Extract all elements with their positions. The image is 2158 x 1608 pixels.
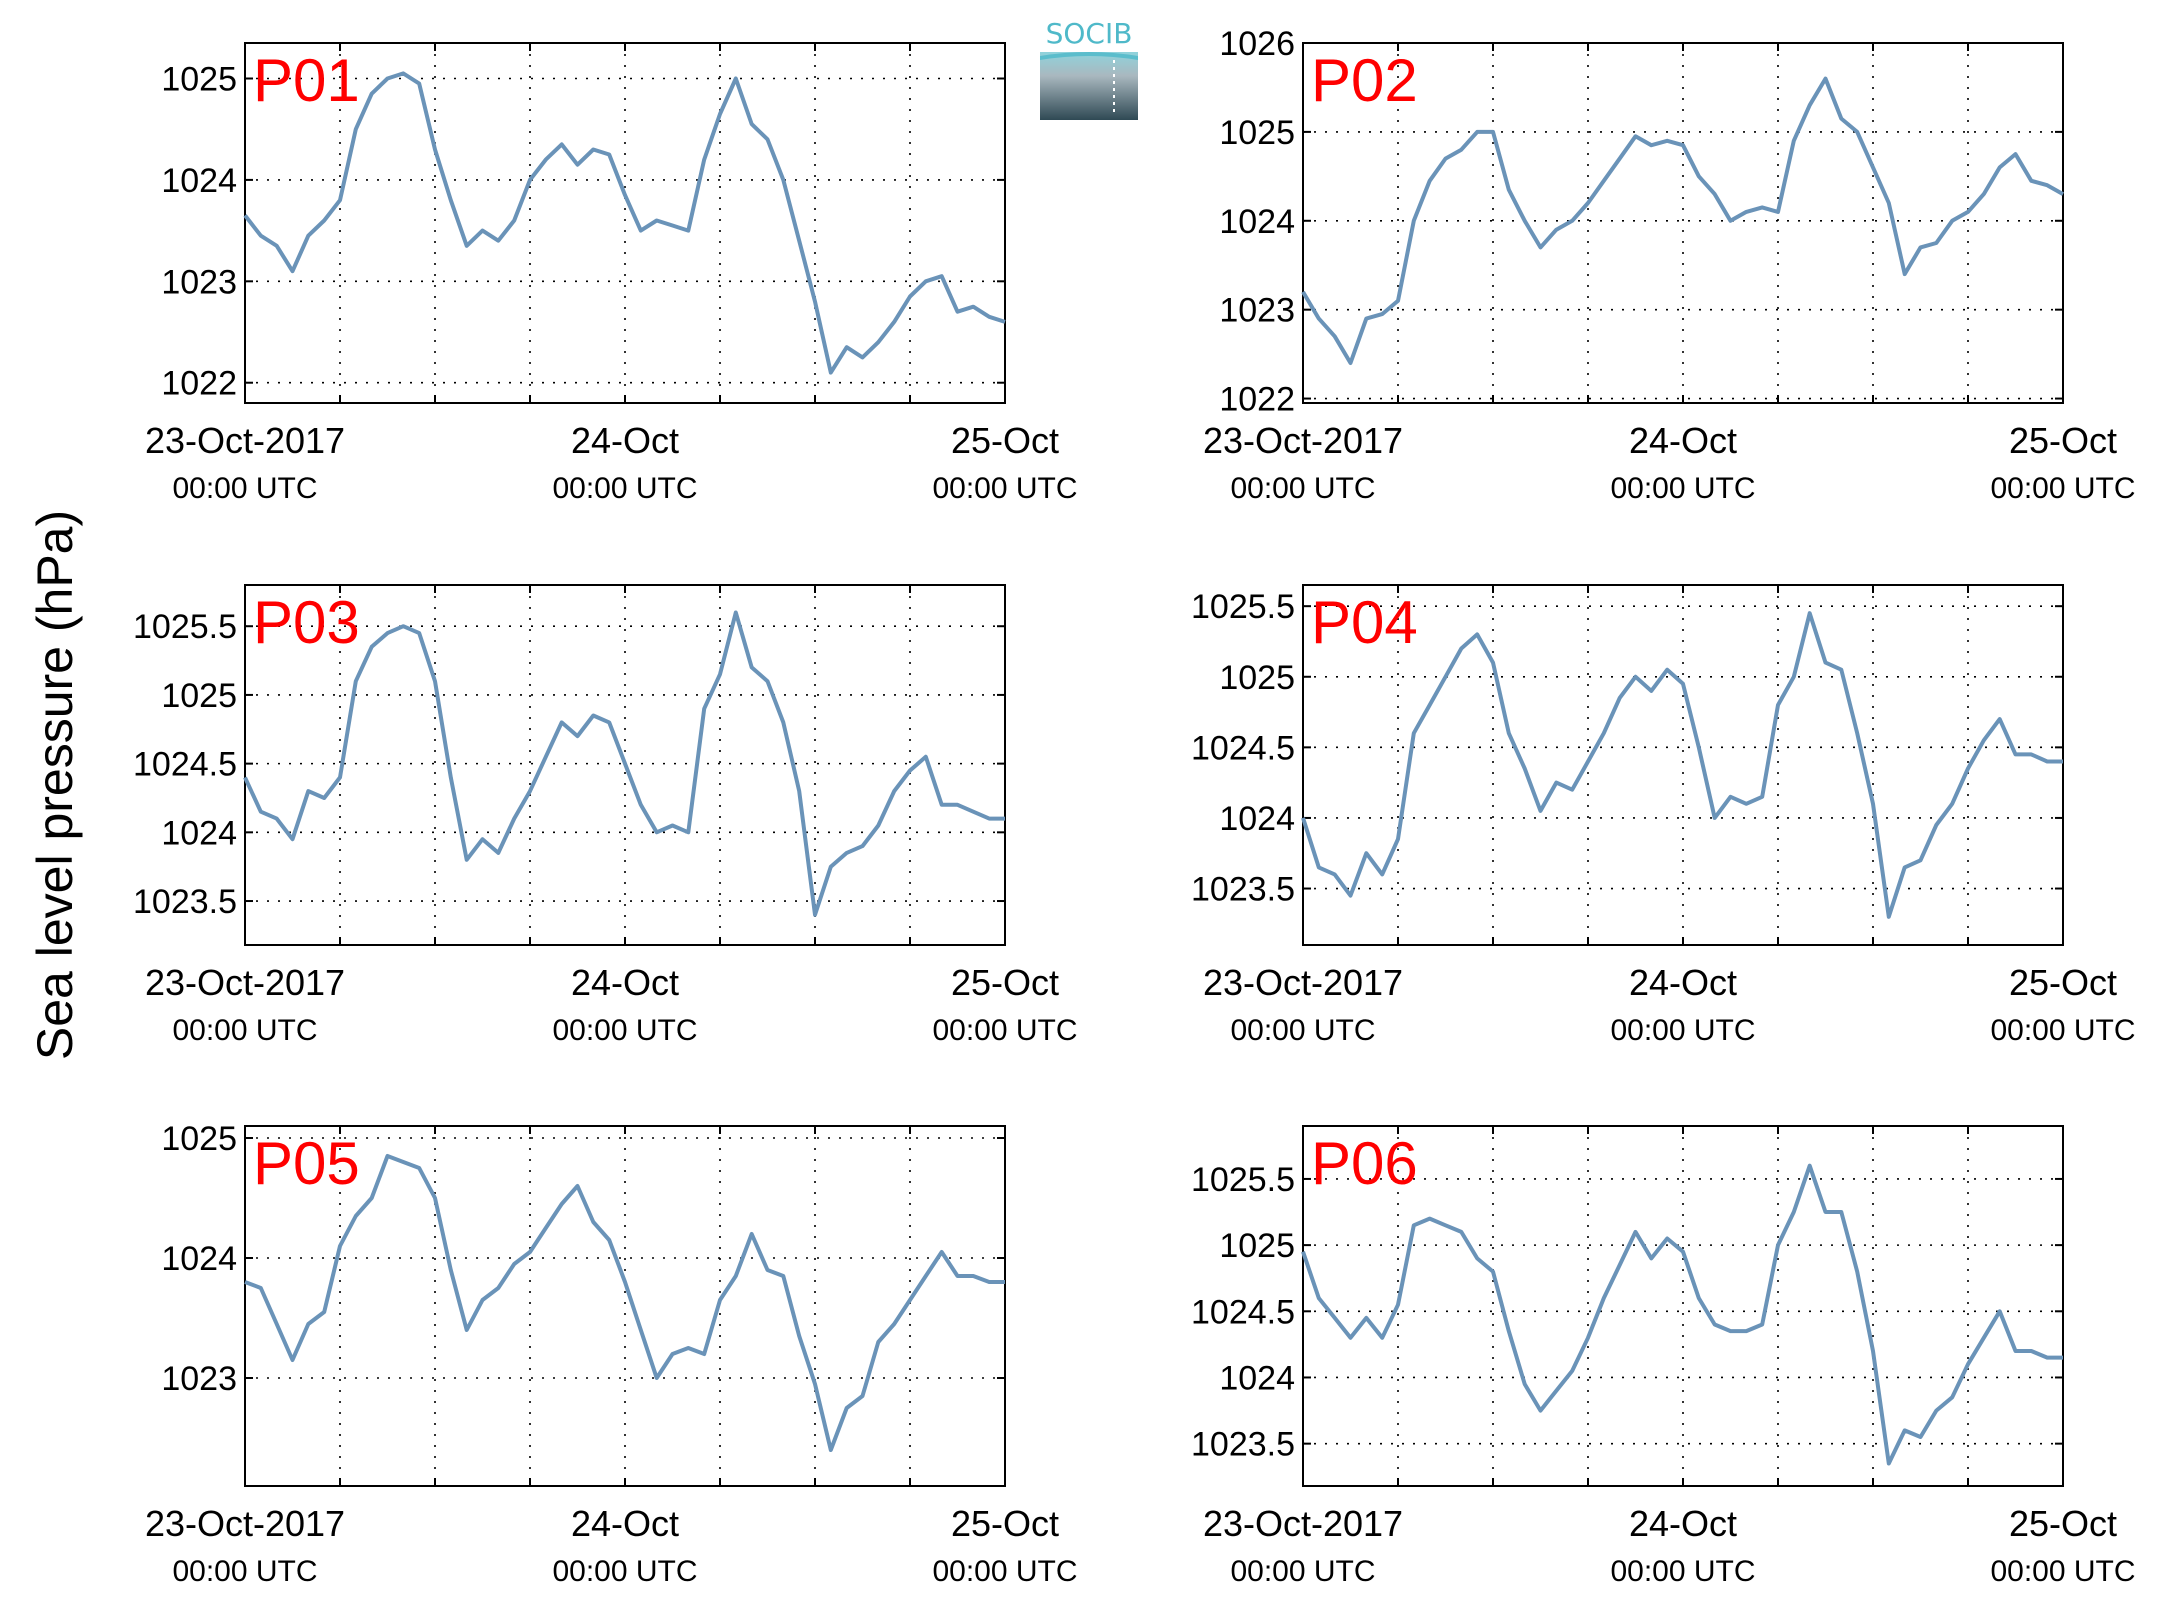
panel-label: P04 <box>1311 589 1418 656</box>
y-axis-label: Sea level pressure (hPa) <box>27 510 83 1060</box>
x-tick-label-date: 25-Oct <box>951 962 1059 1003</box>
panel-label: P02 <box>1311 47 1418 114</box>
x-tick-label-date: 25-Oct <box>2009 1503 2117 1544</box>
x-tick-label-date: 24-Oct <box>1629 1503 1737 1544</box>
x-tick-label-date: 23-Oct-2017 <box>1203 1503 1403 1544</box>
x-tick-label-time: 00:00 UTC <box>932 1555 1077 1588</box>
x-tick-label-time: 00:00 UTC <box>932 472 1077 505</box>
y-tick-label: 1024.5 <box>133 746 237 784</box>
y-tick-label: 1024 <box>161 1240 237 1278</box>
x-tick-label-time: 00:00 UTC <box>172 472 317 505</box>
panel-label: P01 <box>253 47 360 114</box>
x-tick-label-date: 25-Oct <box>951 1503 1059 1544</box>
x-tick-label-date: 24-Oct <box>571 1503 679 1544</box>
panel-p04: 1023.5 1024 1024.5 1025 1025.5 23-Oct-2017 00:… <box>1191 584 2136 1047</box>
y-tick-label: 1025 <box>161 1120 237 1158</box>
y-tick-label: 1026 <box>1219 25 1295 63</box>
y-tick-label: 1025 <box>1219 659 1295 697</box>
x-tick-label-date: 24-Oct <box>571 962 679 1003</box>
y-tick-label: 1023 <box>1219 292 1295 330</box>
x-tick-label-date: 23-Oct-2017 <box>145 1503 345 1544</box>
x-tick-label-date: 23-Oct-2017 <box>145 420 345 461</box>
x-tick-label-time: 00:00 UTC <box>1230 1555 1375 1588</box>
panel-p06: 1023.5 1024 1024.5 1025 1025.5 23-Oct-2017 00:… <box>1191 1125 2136 1588</box>
x-tick-label-time: 00:00 UTC <box>1610 472 1755 505</box>
x-tick-label-time: 00:00 UTC <box>932 1014 1077 1047</box>
x-tick-label-time: 00:00 UTC <box>552 1014 697 1047</box>
x-tick-label-date: 25-Oct <box>951 420 1059 461</box>
panel-label: P05 <box>253 1130 360 1197</box>
y-tick-label: 1023 <box>161 263 237 301</box>
x-tick-label-time: 00:00 UTC <box>552 1555 697 1588</box>
x-tick-label-date: 23-Oct-2017 <box>1203 420 1403 461</box>
y-tick-label: 1024.5 <box>1191 1293 1295 1331</box>
x-tick-label-date: 24-Oct <box>571 420 679 461</box>
x-tick-label-time: 00:00 UTC <box>552 472 697 505</box>
y-tick-label: 1023.5 <box>1191 871 1295 909</box>
y-tick-label: 1025 <box>1219 114 1295 152</box>
x-tick-label-time: 00:00 UTC <box>1610 1014 1755 1047</box>
y-tick-label: 1024 <box>161 162 237 200</box>
x-tick-label-time: 00:00 UTC <box>1990 472 2135 505</box>
x-tick-label-time: 00:00 UTC <box>1990 1014 2135 1047</box>
y-tick-label: 1022 <box>1219 381 1295 419</box>
y-tick-label: 1023.5 <box>1191 1426 1295 1464</box>
x-tick-label-time: 00:00 UTC <box>1990 1555 2135 1588</box>
panel-p02: 1022 1023 1024 1025 1026 23-Oct-2017 00:00 UTC… <box>1203 25 2136 505</box>
x-tick-label-time: 00:00 UTC <box>172 1014 317 1047</box>
y-tick-label: 1025 <box>1219 1227 1295 1265</box>
x-tick-label-date: 23-Oct-2017 <box>145 962 345 1003</box>
x-tick-label-date: 24-Oct <box>1629 420 1737 461</box>
x-tick-label-date: 25-Oct <box>2009 962 2117 1003</box>
series-line-p01 <box>243 71 1006 375</box>
socib-logo-text: SOCIB <box>1046 17 1133 50</box>
y-tick-label: 1023 <box>161 1360 237 1398</box>
y-tick-label: 1025 <box>161 677 237 715</box>
y-tick-label: 1024 <box>161 814 237 852</box>
x-tick-label-date: 23-Oct-2017 <box>1203 962 1403 1003</box>
series-line-p03 <box>243 610 1005 917</box>
panel-label: P03 <box>253 589 360 656</box>
x-tick-label-time: 00:00 UTC <box>1610 1555 1755 1588</box>
panel-p05: 1023 1024 1025 23-Oct-2017 00:00 UTC 24-Oct 00… <box>145 1120 1078 1588</box>
y-tick-label: 1025 <box>161 60 237 98</box>
y-tick-label: 1025.5 <box>1191 588 1295 626</box>
series-line-p05 <box>244 1154 1005 1452</box>
x-tick-label-date: 24-Oct <box>1629 962 1737 1003</box>
y-tick-label: 1024 <box>1219 203 1295 241</box>
panel-p03: 1023.5 1024 1024.5 1025 1025.5 23-Oct-2017 00:… <box>133 584 1078 1047</box>
x-tick-label-time: 00:00 UTC <box>1230 472 1375 505</box>
series-line-p04 <box>1301 611 2063 919</box>
y-tick-label: 1024 <box>1219 1359 1295 1397</box>
x-tick-label-time: 00:00 UTC <box>1230 1014 1375 1047</box>
panel-label: P06 <box>1311 1130 1418 1197</box>
series-line-p06 <box>1301 1163 2063 1466</box>
y-tick-label: 1022 <box>161 365 237 403</box>
y-tick-label: 1024 <box>1219 800 1295 838</box>
socib-logo: SOCIB <box>1040 17 1138 120</box>
x-tick-label-time: 00:00 UTC <box>172 1555 317 1588</box>
x-tick-label-date: 25-Oct <box>2009 420 2117 461</box>
y-tick-label: 1025.5 <box>1191 1161 1295 1199</box>
y-tick-label: 1024.5 <box>1191 729 1295 767</box>
y-tick-label: 1023.5 <box>133 883 237 921</box>
series-line-p02 <box>1301 76 2064 365</box>
y-tick-label: 1025.5 <box>133 608 237 646</box>
panels: 1022 1023 1024 1025 23-Oct-2017 00:00 UTC 24-O… <box>133 25 2136 1588</box>
panel-p01: 1022 1023 1024 1025 23-Oct-2017 00:00 UTC 24-O… <box>145 42 1078 505</box>
